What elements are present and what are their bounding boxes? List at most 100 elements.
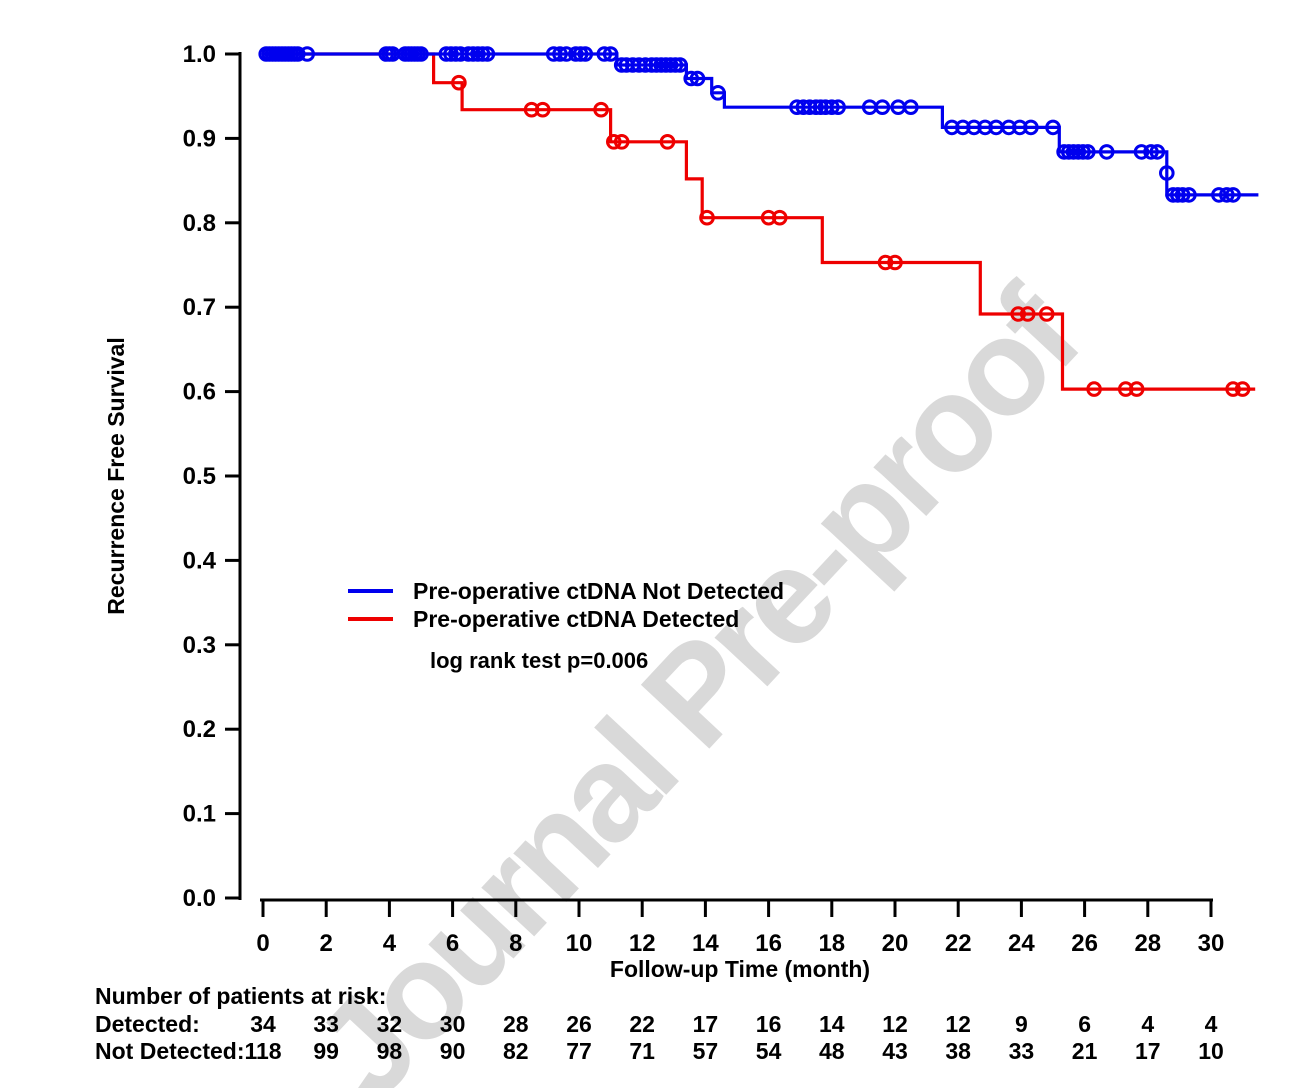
censor-mark xyxy=(572,46,589,62)
risk-count: 10 xyxy=(1198,1038,1224,1064)
censor-mark xyxy=(479,46,496,62)
survival-curves xyxy=(258,46,1259,397)
censor-mark xyxy=(602,46,619,62)
censor-mark xyxy=(1174,187,1191,203)
censor-mark xyxy=(830,99,846,115)
risk-count: 32 xyxy=(377,1011,403,1037)
km-curve xyxy=(263,52,1259,197)
y-axis-title: Recurrence Free Survival xyxy=(103,337,129,614)
censor-mark xyxy=(1211,187,1227,203)
risk-count: 43 xyxy=(882,1038,908,1064)
censor-mark xyxy=(643,57,660,73)
legend: Pre-operative ctDNA Not Detected Pre-ope… xyxy=(348,578,784,632)
risk-count: 118 xyxy=(244,1038,281,1064)
y-tick-label: 0.5 xyxy=(183,463,216,490)
censor-mark xyxy=(648,57,665,73)
risk-row-label-not-detected: Not Detected: xyxy=(95,1038,245,1064)
risk-count: 16 xyxy=(756,1011,782,1037)
risk-count: 57 xyxy=(693,1038,719,1064)
censor-mark xyxy=(1219,187,1235,203)
censor-mark xyxy=(1001,119,1017,136)
risk-count: 38 xyxy=(945,1038,971,1064)
censor-mark xyxy=(577,46,594,62)
risk-count: 21 xyxy=(1072,1038,1098,1064)
censor-mark xyxy=(1098,144,1115,160)
legend-label-detected: Pre-operative ctDNA Detected xyxy=(413,606,739,632)
risk-count: 12 xyxy=(945,1011,971,1037)
censor-mark xyxy=(568,46,584,62)
censor-mark xyxy=(955,119,971,136)
y-tick-label: 0.1 xyxy=(183,801,216,828)
censor-mark xyxy=(1010,306,1027,322)
legend-label-not-detected: Pre-operative ctDNA Not Detected xyxy=(413,578,784,604)
censor-mark xyxy=(874,99,891,115)
censor-mark xyxy=(613,57,630,73)
censor-mark xyxy=(438,46,455,62)
risk-count: 98 xyxy=(377,1038,403,1064)
y-tick-label: 0.8 xyxy=(183,210,216,237)
x-tick-label: 30 xyxy=(1198,930,1225,957)
y-tick-label: 0.0 xyxy=(183,885,216,912)
censor-mark xyxy=(1225,381,1241,397)
x-axis-title: Follow-up Time (month) xyxy=(610,956,870,982)
censor-mark xyxy=(801,99,818,115)
risk-table: Number of patients at risk: Detected: No… xyxy=(95,983,1224,1064)
km-curve xyxy=(263,52,1256,391)
censor-mark xyxy=(699,209,715,226)
censor-mark xyxy=(1019,306,1036,322)
y-tick-label: 0.9 xyxy=(183,125,216,152)
x-tick-label: 0 xyxy=(256,930,269,957)
x-tick-label: 8 xyxy=(509,930,522,957)
risk-table-title: Number of patients at risk: xyxy=(95,983,386,1009)
censor-mark xyxy=(808,99,824,115)
x-tick-label: 16 xyxy=(755,930,782,957)
censor-mark xyxy=(596,46,613,62)
risk-count: 28 xyxy=(503,1011,529,1037)
risk-count: 33 xyxy=(313,1011,339,1037)
y-tick-label: 0.6 xyxy=(183,379,216,406)
risk-count: 17 xyxy=(693,1011,719,1037)
censor-mark xyxy=(658,57,674,73)
risk-table-values: 34 33 32 30 28 26 22 17 16 14 12 12 9 6 4 4 118 99 98 90 82 7… xyxy=(244,1011,1223,1064)
censor-mark xyxy=(1159,165,1175,181)
censor-mark xyxy=(1061,144,1077,160)
censor-mark xyxy=(824,99,840,115)
risk-count: 48 xyxy=(819,1038,845,1064)
censor-mark xyxy=(672,57,688,73)
axes: 0.00.10.20.30.40.50.60.70.80.91.00 2 4 6 8 10… xyxy=(183,41,1225,957)
y-tick-label: 1.0 xyxy=(183,41,216,68)
censor-mark xyxy=(1165,187,1181,203)
censor-mark xyxy=(1075,144,1091,160)
censor-mark xyxy=(637,57,654,73)
risk-count: 82 xyxy=(503,1038,529,1064)
censor-mark xyxy=(659,134,676,150)
censor-mark xyxy=(1086,381,1102,397)
risk-count: 4 xyxy=(1205,1011,1218,1037)
censor-mark xyxy=(1234,381,1251,397)
censor-mark xyxy=(1225,187,1241,203)
risk-count: 54 xyxy=(756,1038,782,1064)
risk-count: 14 xyxy=(819,1011,845,1037)
x-tick-label: 18 xyxy=(818,930,845,957)
censor-mark xyxy=(465,46,481,62)
risk-count: 26 xyxy=(566,1011,592,1037)
risk-count: 12 xyxy=(882,1011,908,1037)
censor-mark xyxy=(1070,144,1087,160)
censor-mark xyxy=(771,209,788,226)
censor-mark xyxy=(558,46,575,62)
x-tick-label: 12 xyxy=(629,930,656,957)
censor-mark xyxy=(299,46,316,62)
censor-mark xyxy=(443,46,459,62)
censor-mark xyxy=(966,119,982,136)
censor-mark xyxy=(977,119,993,136)
censor-mark xyxy=(1023,119,1039,136)
censor-mark xyxy=(474,46,491,62)
x-tick-label: 4 xyxy=(383,930,397,957)
censor-mark xyxy=(1080,144,1096,160)
censor-mark xyxy=(710,85,726,101)
y-tick-label: 0.4 xyxy=(183,547,217,574)
censor-mark xyxy=(1065,144,1082,160)
censor-mark xyxy=(667,57,684,73)
